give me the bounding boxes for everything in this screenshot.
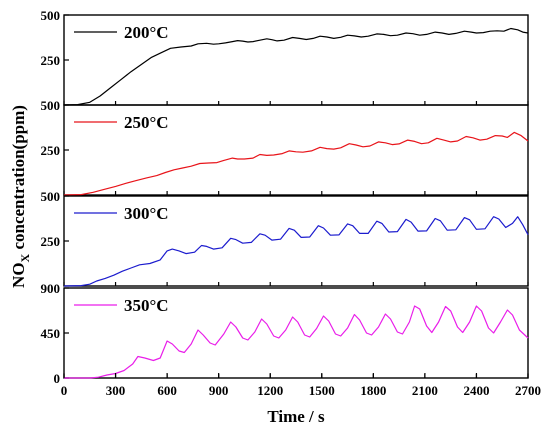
series-line-1 bbox=[63, 131, 529, 196]
y-tick-label-3-0: 0 bbox=[54, 371, 61, 386]
y-tick-label-2-1: 500 bbox=[41, 189, 61, 204]
y-tick-label-2-0: 250 bbox=[41, 234, 61, 249]
x-tick-label-8: 2400 bbox=[463, 383, 489, 398]
y-tick-label-3-2: 900 bbox=[41, 281, 61, 296]
legend-label-2: 300°C bbox=[124, 204, 169, 223]
y-tick-label-3-1: 450 bbox=[41, 326, 61, 341]
legend-label-1: 250°C bbox=[124, 113, 169, 132]
x-tick-label-1: 300 bbox=[106, 383, 126, 398]
x-tick-label-3: 900 bbox=[209, 383, 229, 398]
x-tick-label-5: 1500 bbox=[309, 383, 335, 398]
legend-label-3: 350°C bbox=[124, 296, 169, 315]
legend-label-0: 200°C bbox=[124, 23, 169, 42]
x-tick-label-0: 0 bbox=[61, 383, 68, 398]
y-axis-title: NOX concentration(ppm) bbox=[9, 105, 32, 288]
y-tick-label-1-0: 250 bbox=[41, 143, 61, 158]
series-line-2 bbox=[63, 216, 529, 287]
series-line-3 bbox=[64, 305, 529, 379]
x-tick-label-6: 1800 bbox=[360, 383, 386, 398]
y-tick-label-0-0: 250 bbox=[41, 53, 61, 68]
x-tick-label-4: 1200 bbox=[257, 383, 283, 398]
y-tick-label-1-1: 500 bbox=[41, 98, 61, 113]
series-line-0 bbox=[63, 27, 529, 106]
x-axis-title: Time / s bbox=[267, 407, 325, 426]
x-tick-label-7: 2100 bbox=[412, 383, 438, 398]
x-tick-label-2: 600 bbox=[157, 383, 177, 398]
y-tick-label-0-1: 500 bbox=[41, 8, 61, 23]
x-tick-label-9: 2700 bbox=[515, 383, 541, 398]
